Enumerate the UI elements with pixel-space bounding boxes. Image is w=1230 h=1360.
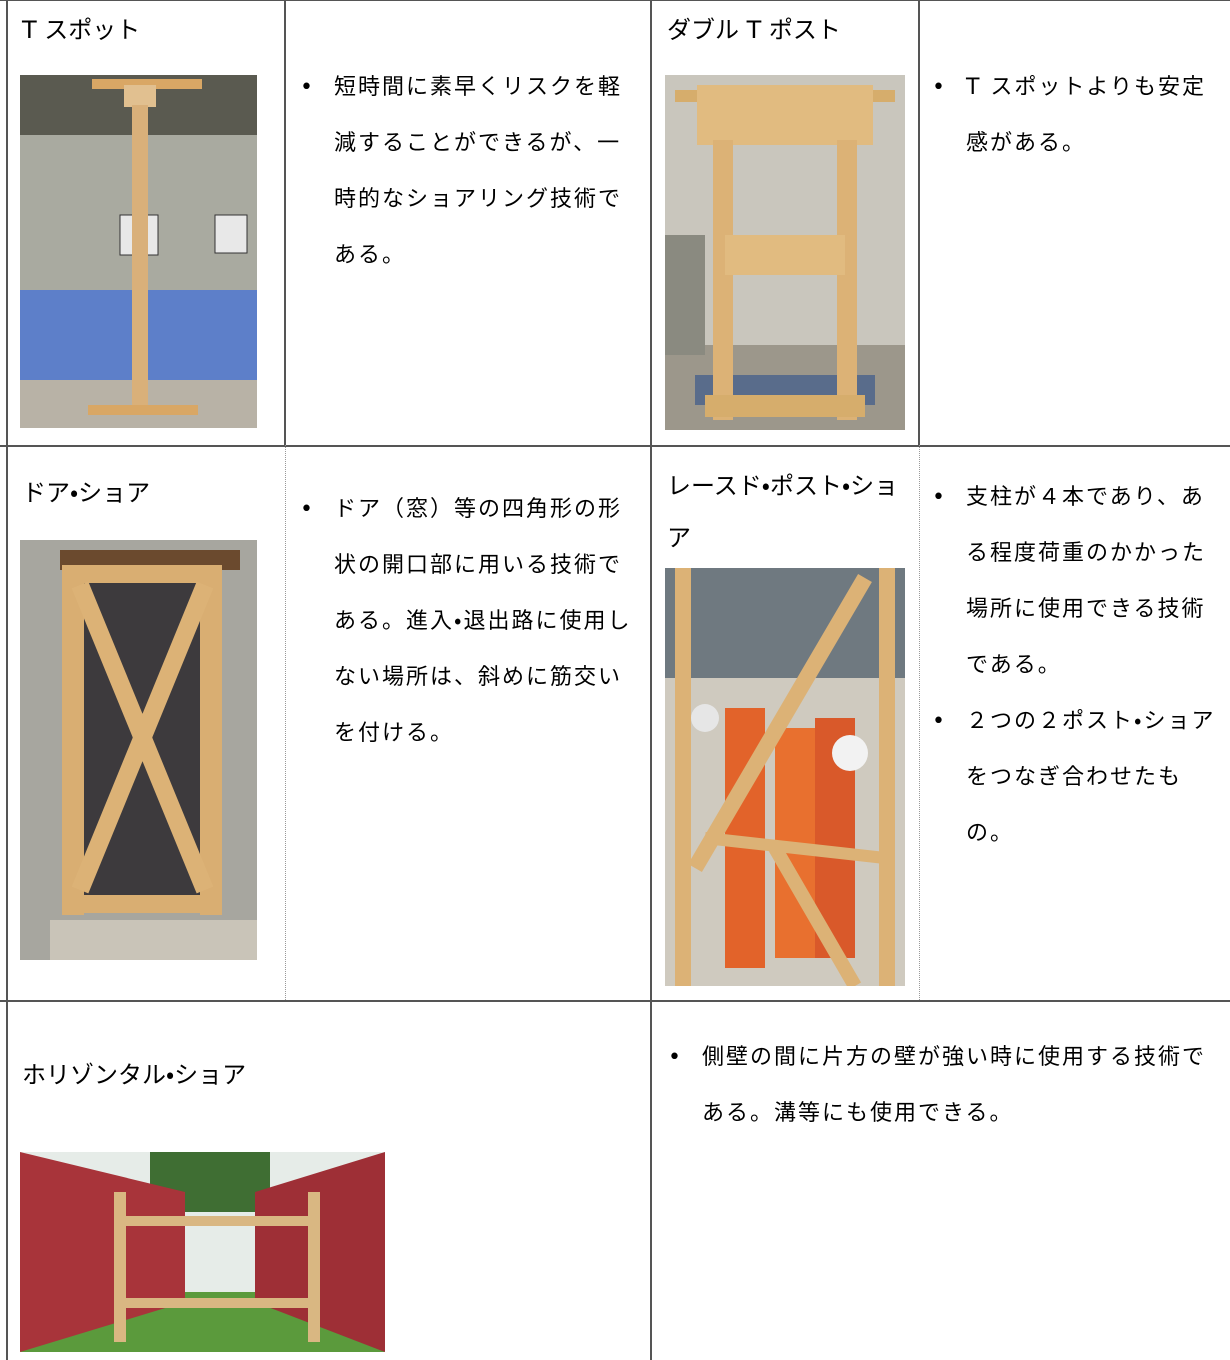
photo-door-shore xyxy=(20,540,257,960)
bullet-list: 側壁の間に片方の壁が強い時に使用する技術である。溝等にも使用できる。 xyxy=(668,1030,1223,1142)
bullet-list: ドア（窓）等の四角形の形状の開口部に用いる技術である。進入・退出路に使用しない場… xyxy=(300,482,640,762)
grid-line xyxy=(0,0,1230,1)
photo-horizontal-shore xyxy=(20,1152,385,1352)
grid-line xyxy=(0,1000,1230,1002)
bullet-item: ドア（窓）等の四角形の形状の開口部に用いる技術である。進入・退出路に使用しない場… xyxy=(300,482,640,762)
bullet-item: ２つの２ポスト・ショアをつなぎ合わせたもの。 xyxy=(932,694,1222,862)
cell-title: ドア・ショア xyxy=(22,479,151,507)
grid-line xyxy=(284,0,286,445)
grid-line xyxy=(650,0,652,1360)
cell-title: ダブル T ポスト xyxy=(667,16,841,44)
bullet-item: 側壁の間に片方の壁が強い時に使用する技術である。溝等にも使用できる。 xyxy=(668,1030,1223,1142)
photo-laced-post-shore xyxy=(665,568,905,986)
bullet-list: T スポットよりも安定感がある。 xyxy=(932,60,1222,172)
bullet-item: 支柱が４本であり、ある程度荷重のかかった場所に使用できる技術である。 xyxy=(932,470,1222,694)
bullet-item: T スポットよりも安定感がある。 xyxy=(932,60,1222,172)
bullet-list: 短時間に素早くリスクを軽減することができるが、一時的なショアリング技術である。 xyxy=(300,60,640,284)
grid-line xyxy=(6,0,8,1360)
grid-line xyxy=(285,445,286,1000)
bullet-item: 短時間に素早くリスクを軽減することができるが、一時的なショアリング技術である。 xyxy=(300,60,640,284)
grid-line xyxy=(919,445,920,1000)
grid-line xyxy=(918,0,920,445)
photo-t-spot xyxy=(20,75,257,428)
cell-title: T スポット xyxy=(22,16,141,44)
grid-line xyxy=(0,445,1230,447)
bullet-list: 支柱が４本であり、ある程度荷重のかかった場所に使用できる技術である。 ２つの２ポ… xyxy=(932,470,1222,862)
cell-title: レースド・ポスト・ショア xyxy=(667,472,899,552)
photo-double-t-post xyxy=(665,75,905,430)
cell-title: ホリゾンタル・ショア xyxy=(22,1061,247,1089)
